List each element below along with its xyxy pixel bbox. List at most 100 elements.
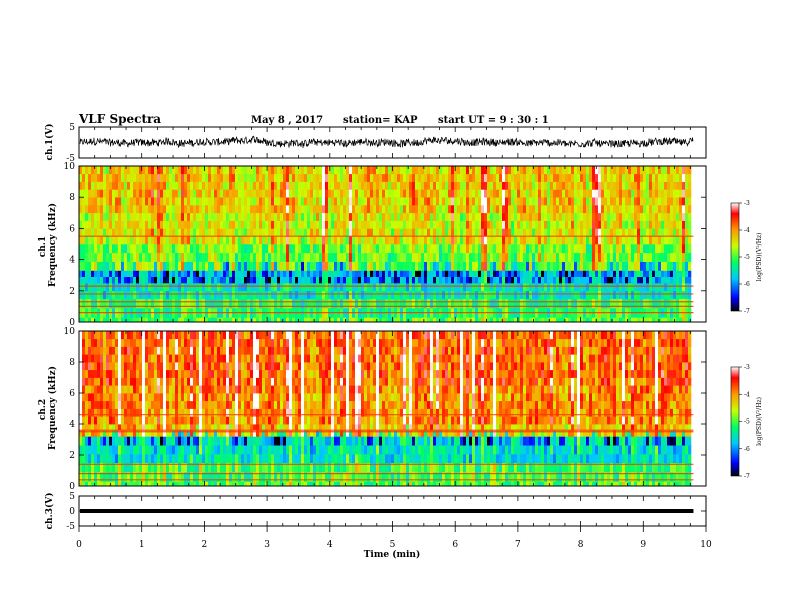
ch1-spec-cell [97, 212, 101, 221]
ch2-spec-cell [181, 416, 185, 425]
ch1-spec-cell [634, 166, 638, 175]
ch1-spec-cell [634, 298, 638, 309]
ch1-spec-cell [286, 317, 290, 323]
ch1-spec-cell [325, 298, 329, 309]
ch1-spec-cell [598, 205, 602, 214]
ch1-spec-cell [433, 212, 437, 221]
ch2-spec-cell [130, 445, 134, 455]
ch1-spec-cell [556, 298, 560, 309]
ch1-spec-cell [568, 283, 572, 292]
ch1-spec-cell [331, 283, 335, 292]
ch1-spec-cell [664, 252, 668, 262]
ch1-spec-cell [166, 220, 170, 229]
ch1-spec-cell [442, 261, 446, 271]
ch1-spec-cell [379, 212, 383, 221]
ch1-spec-cell [322, 317, 326, 323]
ch1-spec-cell [157, 173, 161, 182]
ch1-spec-cell [361, 244, 365, 254]
ch1-spec-cell [382, 276, 386, 284]
ch1-spec-cell [622, 290, 626, 299]
ch1-spec-cell [211, 252, 215, 262]
ch2-spec-cell [142, 354, 146, 363]
ch1-spec-cell [79, 173, 83, 182]
ch1-spec-cell [379, 205, 383, 214]
ch1-spec-cell [283, 298, 287, 309]
ch1-spec-cell [409, 236, 413, 245]
ch1-spec-cell [664, 166, 668, 175]
ch1-spec-cell [454, 298, 458, 309]
ch1-spec-cell [298, 283, 302, 292]
ch1-spec-cell [199, 205, 203, 214]
ch1-spec-cell [469, 220, 473, 229]
ch1-spec-cell [658, 252, 662, 262]
ch1-spec-cell [112, 181, 116, 190]
ch1-spec-cell [319, 212, 323, 221]
ch1-spec-cell [547, 317, 551, 323]
ch2-spec-cell [151, 408, 155, 417]
ch1-spec-cell [364, 270, 368, 277]
ch1-spec-cell [553, 290, 557, 299]
ch1-spec-cell [433, 220, 437, 229]
ch1-spec-cell [508, 212, 512, 221]
ch1-spec-cell [667, 212, 671, 221]
ch1-spec-cell [448, 205, 452, 214]
ch1-spec-cell [481, 283, 485, 292]
ch1-spec-cell [301, 212, 305, 221]
ch1-spec-cell [169, 197, 173, 206]
ch1-spec-cell [367, 166, 371, 175]
ch1-spec-cell [646, 261, 650, 271]
ch1-spec-cell [565, 317, 569, 323]
ch1-spec-cell [82, 252, 86, 262]
ch1-spec-cell [505, 244, 509, 254]
ch1-spec-cell [220, 197, 224, 206]
ch1-spec-cell [616, 228, 620, 237]
ch1-spec-cell [499, 189, 503, 198]
ch1-spec-cell [499, 252, 503, 262]
ch1-spec-cell [100, 270, 104, 277]
ch1-spec-cell [259, 173, 263, 182]
ch1-spec-cell [658, 261, 662, 271]
ch2-spec-cell [157, 481, 161, 487]
ch1-spec-cell [559, 244, 563, 254]
ch1-spec-cell [232, 205, 236, 214]
ch1-spec-cell [409, 276, 413, 284]
ch1-spec-cell [409, 166, 413, 175]
ch1-spec-cell [595, 166, 599, 175]
ch1-spec-cell [358, 173, 362, 182]
ch1-spec-cell [112, 261, 116, 271]
ch2-spec-cell [97, 362, 101, 371]
ch1-spec-cell [298, 220, 302, 229]
ch1-spec-cell [607, 205, 611, 214]
ch1-spec-cell [100, 212, 104, 221]
ch2-spec-cell [157, 430, 161, 437]
ch1-spec-cell [421, 252, 425, 262]
ch1-spec-cell [199, 181, 203, 190]
ch1-spec-cell [385, 181, 389, 190]
ch1-spec-cell [217, 244, 221, 254]
ch1-spec-cell [310, 244, 314, 254]
ch1-spec-cell [307, 181, 311, 190]
ch1-spec-cell [94, 166, 98, 175]
ch2-spec-cell [148, 416, 152, 425]
ch1-spec-cell [166, 290, 170, 299]
ch1-spec-cell [121, 270, 125, 277]
ch1-spec-cell [223, 220, 227, 229]
ch1-spec-cell [592, 298, 596, 309]
ch1-spec-cell [676, 197, 680, 206]
ch1-spec-cell [604, 173, 608, 182]
ch2-spec-cell [157, 454, 161, 464]
ch2-spec-cell [181, 430, 185, 437]
ch1-spec-cell [331, 261, 335, 271]
ch1-spec-cell [436, 212, 440, 221]
ch1-spec-cell [199, 212, 203, 221]
ch2-spec-cell [136, 377, 140, 386]
ch2-spec-cell [130, 481, 134, 487]
ch1-spec-cell [274, 173, 278, 182]
ch1-spec-cell [382, 252, 386, 262]
ch1-spec-cell [613, 205, 617, 214]
ch1-spec-cell [232, 166, 236, 175]
ch1-spec-cell [304, 220, 308, 229]
ch1-spec-cell [106, 252, 110, 262]
ch1-spec-cell [331, 276, 335, 284]
ch1-spec-cell [298, 181, 302, 190]
